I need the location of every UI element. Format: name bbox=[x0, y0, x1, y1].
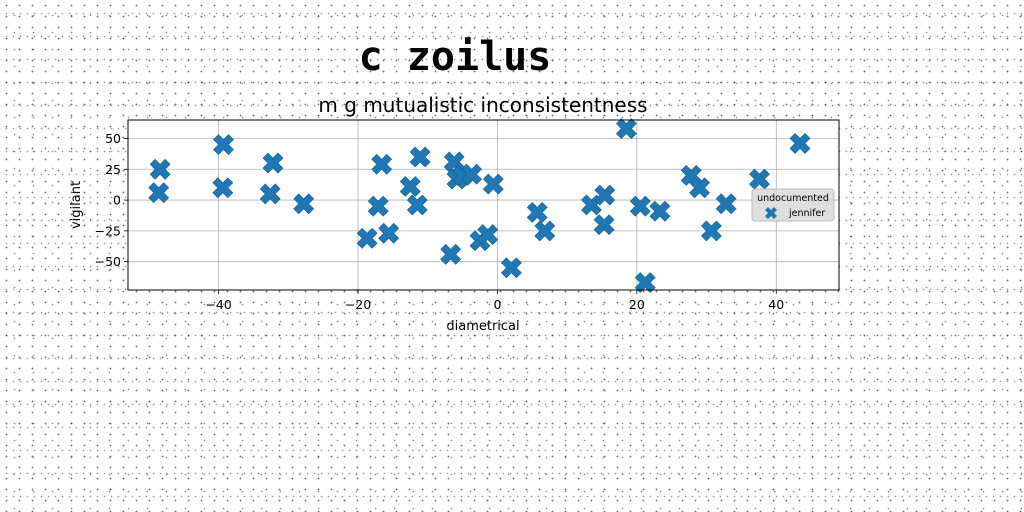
data-point bbox=[534, 220, 556, 242]
data-point bbox=[461, 163, 483, 185]
data-point bbox=[149, 158, 171, 180]
y-tick-label: −50 bbox=[95, 254, 121, 269]
data-point bbox=[615, 118, 637, 140]
data-point bbox=[356, 227, 378, 249]
data-point bbox=[262, 152, 284, 174]
data-point bbox=[293, 193, 315, 215]
data-point bbox=[378, 222, 400, 244]
data-point bbox=[367, 195, 389, 217]
data-point bbox=[715, 193, 737, 215]
data-point bbox=[629, 195, 651, 217]
y-tick-label: 25 bbox=[105, 162, 121, 177]
legend-title: undocumented bbox=[757, 193, 829, 204]
y-tick-label: 50 bbox=[105, 131, 121, 146]
x-axis-ticks: −40 −20 0 20 40 bbox=[205, 290, 784, 312]
data-point bbox=[399, 176, 421, 197]
data-point bbox=[700, 220, 722, 242]
data-point bbox=[212, 177, 234, 199]
figure-title: c zoilus bbox=[359, 34, 552, 80]
data-point bbox=[477, 224, 499, 246]
legend-marker-x bbox=[765, 207, 777, 219]
data-point bbox=[593, 214, 615, 236]
x-tick-label: −20 bbox=[345, 297, 371, 312]
data-point bbox=[649, 200, 671, 222]
y-axis-label: vigilant bbox=[69, 181, 84, 229]
chart-title: m g mutualistic inconsistentness bbox=[318, 93, 647, 117]
data-point bbox=[259, 183, 281, 205]
x-tick-label: −40 bbox=[205, 297, 231, 312]
x-axis-label: diametrical bbox=[446, 319, 519, 334]
legend-entry-jennifer: jennifer bbox=[788, 208, 825, 219]
y-tick-label: −25 bbox=[95, 223, 121, 238]
x-tick-label: 0 bbox=[493, 297, 501, 312]
data-point bbox=[213, 134, 234, 156]
x-tick-label: 40 bbox=[768, 297, 784, 312]
data-point bbox=[634, 272, 656, 294]
x-tick-label: 20 bbox=[629, 297, 645, 312]
data-point bbox=[789, 132, 811, 154]
data-point bbox=[371, 153, 393, 175]
data-point bbox=[148, 182, 170, 204]
data-point bbox=[440, 243, 462, 265]
data-point bbox=[526, 201, 548, 223]
plot-frame bbox=[127, 119, 840, 291]
data-point bbox=[500, 257, 522, 279]
legend: undocumented jennifer bbox=[751, 188, 835, 222]
data-point bbox=[594, 184, 616, 206]
data-point bbox=[409, 146, 431, 168]
data-point bbox=[689, 177, 711, 199]
data-point bbox=[406, 194, 428, 216]
data-point bbox=[482, 173, 504, 195]
y-tick-label: 0 bbox=[113, 193, 121, 208]
data-points bbox=[148, 118, 811, 294]
data-point bbox=[749, 168, 770, 190]
y-axis-ticks: 50 25 0 −25 −50 bbox=[95, 131, 128, 269]
